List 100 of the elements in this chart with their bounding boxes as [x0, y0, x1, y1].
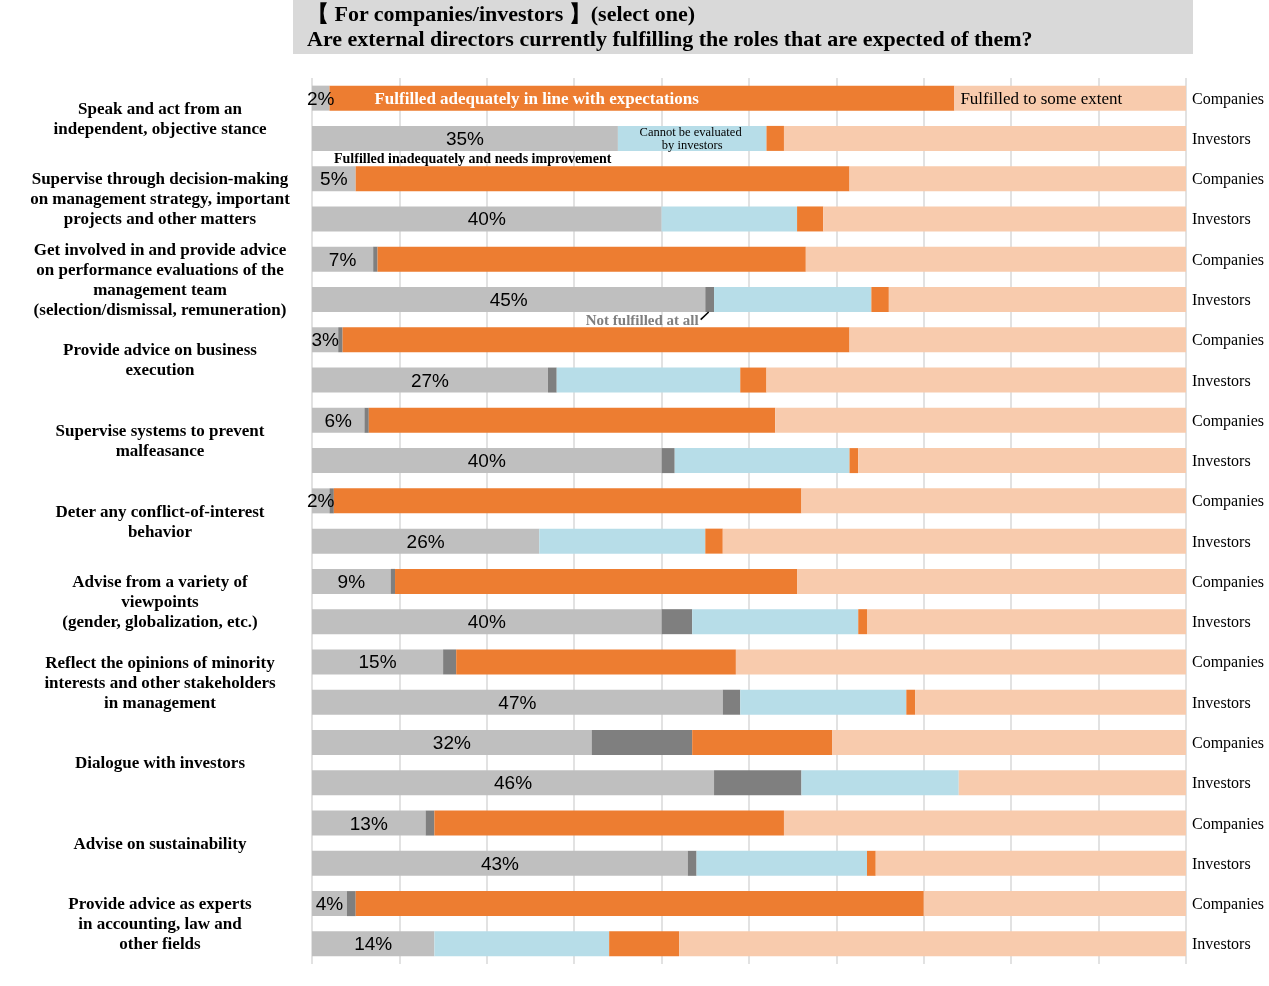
data-label: 47% — [498, 691, 537, 713]
y-tick-label: Companies — [1192, 653, 1264, 672]
text: Provide advice as experts in accounting, law and other fields — [68, 894, 253, 954]
bar — [766, 125, 784, 151]
bar — [312, 287, 706, 312]
bar — [312, 730, 592, 755]
bar — [312, 609, 662, 635]
bar — [456, 649, 736, 675]
text: Deter any conflict-of-interest behavior — [55, 501, 265, 541]
bar — [805, 246, 1186, 272]
bar — [775, 407, 1186, 433]
data-label: 6% — [324, 409, 353, 431]
y-tick-label: Companies — [1192, 814, 1264, 833]
bar — [355, 166, 850, 192]
chart-title: 【 For companies/investors 】(select one) — [307, 1, 696, 26]
bar — [958, 770, 1186, 796]
bar — [355, 891, 924, 917]
bar — [661, 609, 693, 635]
text: Supervise systems to prevent malfeasance — [55, 420, 265, 460]
y-tick-label: Investors — [1192, 613, 1251, 631]
bar — [714, 287, 872, 312]
bar — [801, 770, 959, 796]
bar — [312, 689, 723, 715]
bar — [539, 528, 706, 554]
y-tick-label: Investors — [1192, 854, 1251, 872]
bar — [705, 528, 723, 554]
bar — [674, 448, 850, 474]
data-label: 32% — [432, 732, 471, 753]
bar — [849, 448, 859, 474]
bar — [312, 810, 426, 836]
y-tick-label: Companies — [1192, 572, 1264, 591]
bar — [722, 689, 741, 715]
data-label: 43% — [480, 852, 520, 874]
bar — [714, 770, 802, 796]
series-label: Not fulfilled at all — [585, 311, 699, 328]
bar — [740, 367, 767, 393]
bar — [866, 850, 876, 876]
text: Provide advice on business execution — [63, 340, 258, 380]
bar — [692, 730, 833, 755]
data-label: 2% — [307, 490, 335, 512]
bar — [705, 287, 715, 312]
bar — [443, 649, 457, 675]
bar — [692, 609, 859, 635]
bar — [346, 891, 356, 917]
bar — [364, 407, 369, 433]
y-tick-label: Investors — [1192, 371, 1251, 389]
bar — [849, 327, 1186, 353]
data-label: 35% — [445, 127, 485, 149]
bar — [312, 770, 715, 796]
bar — [766, 367, 1186, 393]
bar — [866, 609, 1186, 635]
bar — [797, 206, 824, 232]
bar — [368, 407, 776, 433]
bar — [858, 609, 867, 635]
bar — [832, 730, 1186, 755]
bar — [312, 528, 540, 554]
data-label: 40% — [467, 611, 506, 633]
data-label: 7% — [328, 248, 357, 270]
y-tick-label: Investors — [1192, 774, 1251, 792]
bar — [735, 649, 1186, 675]
bar — [875, 850, 1186, 876]
y-tick-label: Investors — [1192, 532, 1251, 550]
bar — [434, 810, 784, 836]
y-tick-label: Companies — [1192, 250, 1264, 269]
bar — [312, 367, 548, 393]
bar — [312, 931, 435, 957]
bar — [312, 649, 444, 675]
bar — [312, 568, 391, 594]
chart-subtitle: Are external directors currently fulfilling the roles that are expected of them? — [307, 26, 1033, 51]
y-tick-label: Companies — [1192, 170, 1264, 189]
bar — [373, 246, 378, 272]
bar — [591, 730, 693, 755]
y-tick-label: Companies — [1192, 89, 1264, 108]
bar — [333, 488, 802, 514]
bar — [661, 448, 675, 474]
data-label: 5% — [320, 168, 348, 190]
bar — [849, 166, 1186, 192]
y-tick-label: Investors — [1192, 935, 1251, 953]
bar — [395, 568, 798, 594]
series-label: Fulfilled inadequately and needs improvement — [334, 151, 612, 167]
text: Advise on sustainability — [73, 833, 247, 853]
bar — [783, 810, 1186, 836]
bar — [915, 689, 1186, 715]
bar — [547, 367, 557, 393]
bar — [312, 448, 662, 474]
y-tick-label: Investors — [1192, 452, 1251, 470]
bar — [783, 125, 1186, 151]
text: Reflect the opinions of minority interests and other stakeholders in management — [44, 652, 276, 712]
bar — [906, 689, 916, 715]
data-label: 26% — [406, 530, 445, 552]
bar — [923, 891, 1186, 917]
y-tick-label: Companies — [1192, 492, 1264, 511]
data-label: 27% — [410, 369, 450, 391]
bar — [679, 931, 1186, 957]
bar — [556, 367, 741, 393]
series-label: Cannot be evaluated by investors — [639, 125, 745, 152]
y-tick-label: Investors — [1192, 210, 1251, 228]
bar — [390, 568, 396, 594]
bar — [823, 206, 1186, 232]
bar — [871, 287, 889, 312]
